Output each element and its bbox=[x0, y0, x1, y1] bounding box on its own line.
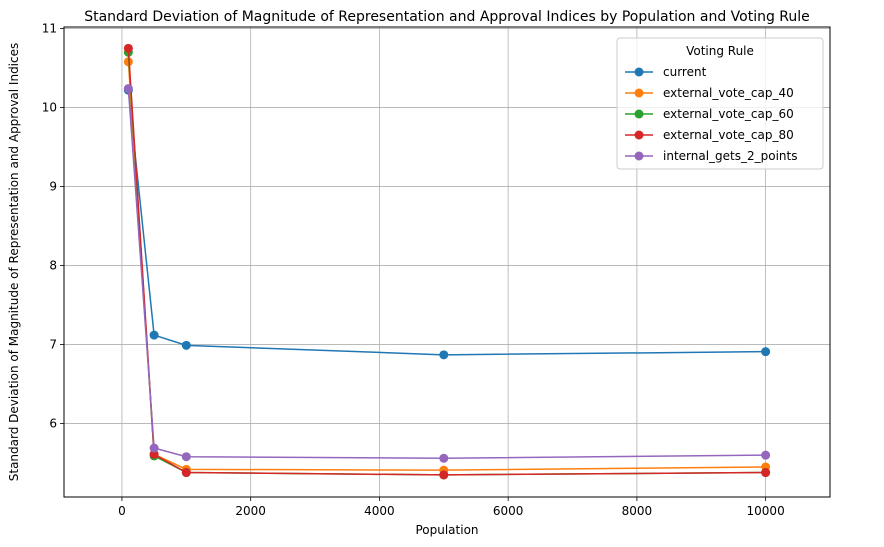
legend: Voting Rule current external_vote_cap_40e… bbox=[616, 37, 824, 170]
data-point bbox=[181, 452, 191, 462]
y-tick-label: 9 bbox=[49, 180, 57, 194]
legend-item: external_vote_cap_40 bbox=[625, 86, 794, 100]
legend-item: external_vote_cap_60 bbox=[625, 107, 794, 121]
data-point bbox=[761, 450, 771, 460]
x-tick-label: 2000 bbox=[235, 504, 266, 518]
data-point bbox=[181, 340, 191, 350]
legend-swatch-marker bbox=[634, 109, 644, 119]
y-tick-label: 11 bbox=[42, 22, 57, 36]
legend-label: external_vote_cap_80 bbox=[663, 128, 794, 142]
series-layer bbox=[123, 43, 771, 480]
data-point bbox=[181, 468, 191, 478]
legend-swatch-marker bbox=[634, 151, 644, 161]
legend-title: Voting Rule bbox=[686, 44, 754, 58]
legend-label: current bbox=[663, 65, 707, 79]
legend-label: external_vote_cap_40 bbox=[663, 86, 794, 100]
x-tick-label: 4000 bbox=[364, 504, 395, 518]
data-point bbox=[439, 470, 449, 480]
legend-item: external_vote_cap_80 bbox=[625, 128, 794, 142]
y-tick-label: 8 bbox=[49, 259, 57, 273]
ticks: 0 2000 4000 6000 8000 10000 6 7 8 9 10 11 bbox=[42, 22, 785, 518]
legend-label: internal_gets_2_points bbox=[663, 149, 798, 163]
legend-swatch-marker bbox=[634, 67, 644, 77]
x-tick-label: 0 bbox=[118, 504, 126, 518]
legend-box bbox=[616, 37, 824, 170]
data-point bbox=[761, 347, 771, 357]
legend-item: current bbox=[625, 65, 707, 79]
data-point bbox=[149, 449, 159, 459]
data-point bbox=[123, 43, 133, 53]
x-axis-label: Population bbox=[415, 523, 478, 537]
legend-label: external_vote_cap_60 bbox=[663, 107, 794, 121]
y-axis-label: Standard Deviation of Magnitude of Repre… bbox=[7, 43, 21, 482]
chart-title: Standard Deviation of Magnitude of Repre… bbox=[84, 9, 810, 25]
data-point bbox=[149, 443, 159, 453]
y-tick-label: 10 bbox=[42, 101, 57, 115]
data-point bbox=[149, 330, 159, 340]
legend-swatch-marker bbox=[634, 88, 644, 98]
data-point bbox=[439, 453, 449, 463]
series-internal_gets_2_points bbox=[123, 84, 771, 463]
data-point bbox=[123, 84, 133, 94]
y-tick-label: 6 bbox=[49, 417, 57, 431]
x-tick-label: 10000 bbox=[747, 504, 785, 518]
data-point bbox=[761, 468, 771, 478]
y-tick-label: 7 bbox=[49, 338, 57, 352]
plot-frame bbox=[63, 26, 831, 498]
legend-swatch-marker bbox=[634, 130, 644, 140]
x-tick-label: 8000 bbox=[622, 504, 653, 518]
x-tick-label: 6000 bbox=[493, 504, 524, 518]
data-point bbox=[439, 350, 449, 360]
legend-item: internal_gets_2_points bbox=[625, 149, 798, 163]
